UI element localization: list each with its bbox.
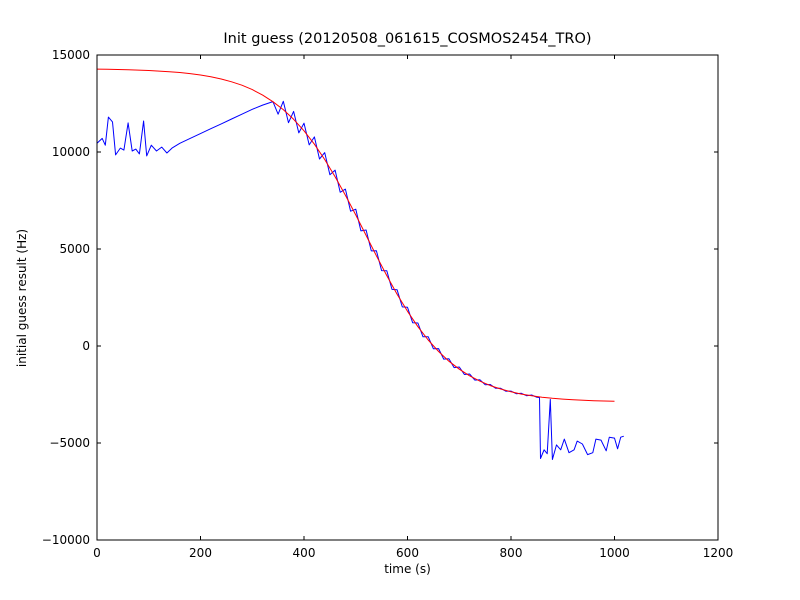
y-tick-label: 10000 <box>52 145 90 159</box>
y-tick-label: 5000 <box>59 242 90 256</box>
x-tick-label: 200 <box>189 546 212 560</box>
x-tick-label: 400 <box>293 546 316 560</box>
x-tick-label: 600 <box>396 546 419 560</box>
x-tick-label: 0 <box>93 546 101 560</box>
axes-frame <box>96 54 719 541</box>
y-tick-label: −10000 <box>42 533 90 547</box>
x-axis-label: time (s) <box>384 562 431 576</box>
y-tick-label: 0 <box>82 339 90 353</box>
x-tick-label: 1200 <box>703 546 734 560</box>
x-tick-label: 1000 <box>599 546 630 560</box>
y-axis-label: initial guess result (Hz) <box>15 228 29 368</box>
series-doppler-fit-curve <box>96 68 615 402</box>
x-tick-label: 800 <box>500 546 523 560</box>
y-tick-label: 15000 <box>52 48 90 62</box>
series-initial-guess-measurement <box>96 100 624 460</box>
y-tick-label: −5000 <box>49 436 90 450</box>
chart-title: Init guess (20120508_061615_COSMOS2454_T… <box>223 31 592 47</box>
